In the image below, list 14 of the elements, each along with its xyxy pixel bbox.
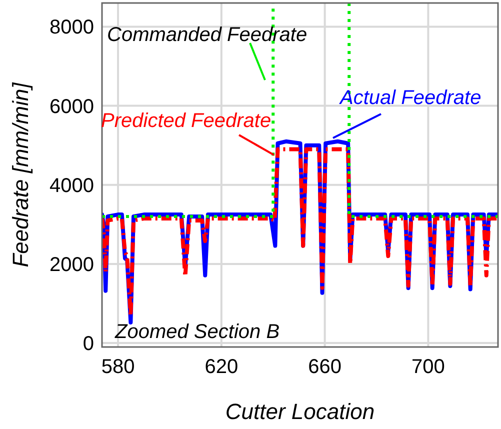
y-axis-title: Feedrate [mm/min] <box>8 82 33 268</box>
y-tick-label: 6000 <box>50 96 94 118</box>
series-label: Actual Feedrate <box>339 87 482 109</box>
y-tick-label: 4000 <box>50 174 94 197</box>
x-tick-label: 700 <box>412 356 445 378</box>
series-label: Commanded Feedrate <box>107 24 308 46</box>
y-tick-label: 0 <box>82 333 94 356</box>
x-tick-label: 660 <box>308 356 342 378</box>
x-tick-label: 580 <box>101 356 135 378</box>
y-tick-label: 2000 <box>50 254 94 276</box>
y-tick-label: 8000 <box>50 16 94 39</box>
x-tick-label: 620 <box>204 356 238 378</box>
annotation: Zoomed Section B <box>114 321 280 343</box>
x-axis-title: Cutter Location <box>225 399 375 424</box>
